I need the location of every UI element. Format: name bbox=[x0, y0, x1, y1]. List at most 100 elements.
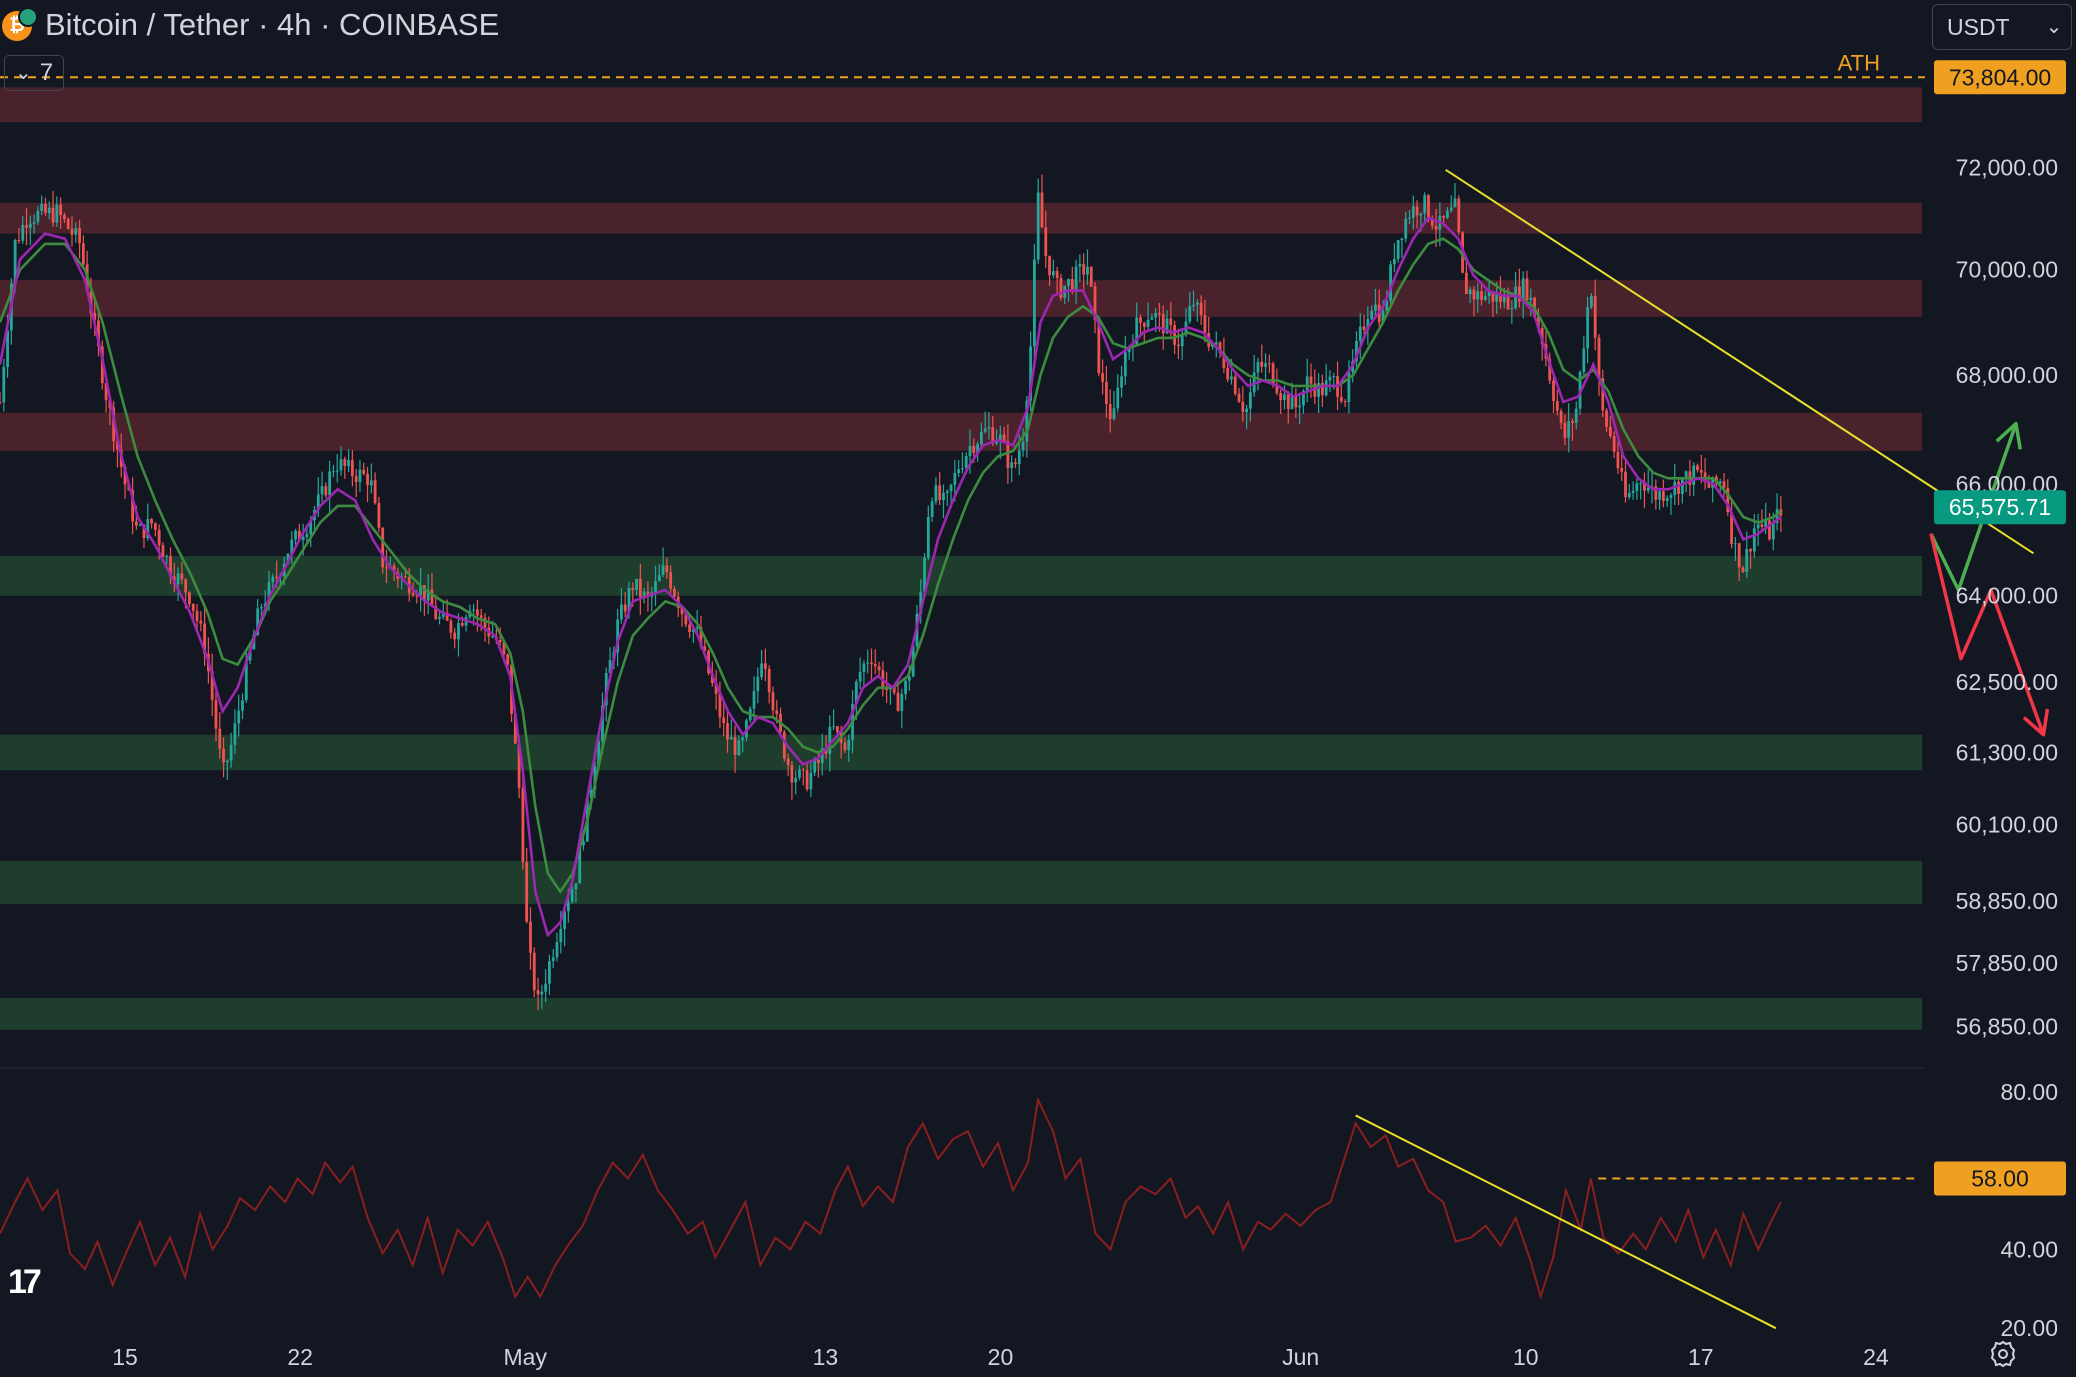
candle-body bbox=[775, 710, 779, 714]
candle-body bbox=[972, 445, 976, 454]
candle-body bbox=[377, 503, 381, 528]
candle-body bbox=[1366, 319, 1370, 331]
candle-body bbox=[983, 428, 987, 432]
bitcoin-icon[interactable]: ₿ bbox=[2, 7, 38, 41]
candle-body bbox=[786, 758, 790, 766]
candle-body bbox=[938, 485, 942, 501]
candle-body bbox=[548, 961, 551, 984]
candle-body bbox=[1733, 543, 1737, 545]
gear-icon[interactable] bbox=[1989, 1340, 2017, 1368]
candle-body bbox=[1010, 462, 1014, 469]
candle-body bbox=[1029, 346, 1033, 401]
candle-body bbox=[1290, 394, 1294, 410]
candle-body bbox=[862, 663, 866, 672]
candle-body bbox=[188, 592, 191, 604]
tradingview-logo-icon[interactable]: 17 bbox=[8, 1263, 42, 1301]
candle-body bbox=[782, 731, 786, 759]
candle-body bbox=[1169, 318, 1173, 326]
candle-body bbox=[1521, 278, 1525, 302]
candle-body bbox=[362, 469, 366, 474]
candle-body bbox=[691, 628, 695, 632]
candle-body bbox=[1593, 296, 1597, 338]
candle-body bbox=[1400, 238, 1404, 241]
candle-body bbox=[714, 683, 718, 694]
candle-body bbox=[1385, 300, 1389, 311]
candle-body bbox=[1328, 376, 1332, 381]
candle-body bbox=[1646, 487, 1650, 491]
candle-body bbox=[1135, 317, 1139, 345]
candle-body bbox=[1036, 192, 1040, 260]
time-axis-tick-label: 20 bbox=[988, 1344, 1014, 1370]
candle-body bbox=[1218, 342, 1222, 353]
candle-body bbox=[824, 748, 828, 754]
candle-body bbox=[657, 574, 661, 581]
candle-body bbox=[1567, 421, 1571, 438]
candle-body bbox=[1339, 396, 1343, 402]
candle-body bbox=[1525, 278, 1529, 301]
candle-body bbox=[199, 620, 203, 624]
candle-body bbox=[1722, 481, 1726, 488]
candle-body bbox=[892, 686, 896, 693]
candle-body bbox=[919, 591, 923, 614]
candle-body bbox=[1771, 522, 1775, 540]
candle-body bbox=[1214, 342, 1218, 345]
candle-body bbox=[328, 471, 332, 496]
candle-body bbox=[726, 723, 729, 740]
price-axis-tick-label: 64,000.00 bbox=[1956, 583, 2058, 609]
currency-select[interactable]: USDT ⌄ bbox=[1932, 4, 2072, 50]
candle-body bbox=[1510, 308, 1514, 310]
candle-body bbox=[1082, 264, 1086, 275]
candle-body bbox=[1146, 319, 1150, 327]
candle-body bbox=[1571, 421, 1574, 423]
candle-body bbox=[1423, 195, 1427, 214]
candle-body bbox=[195, 610, 199, 621]
candle-body bbox=[81, 243, 85, 265]
candle-body bbox=[445, 612, 449, 621]
symbol-title[interactable]: Bitcoin / Tether · 4h · COINBASE bbox=[45, 7, 500, 42]
candle-body bbox=[574, 883, 578, 890]
candle-body bbox=[835, 726, 839, 732]
candle-body bbox=[1195, 302, 1199, 305]
candle-body bbox=[40, 203, 44, 211]
current-price-label-background bbox=[1934, 490, 2066, 525]
candle-body bbox=[926, 516, 930, 558]
candle-body bbox=[112, 407, 116, 442]
candle-body bbox=[1051, 271, 1055, 276]
candle-body bbox=[620, 604, 623, 620]
candle-body bbox=[150, 518, 153, 524]
candle-body bbox=[25, 225, 28, 228]
price-axis-tick-label: 72,000.00 bbox=[1956, 154, 2058, 180]
candle-body bbox=[1343, 401, 1347, 403]
candle-body bbox=[1389, 264, 1392, 301]
candle-body bbox=[123, 466, 127, 485]
candle-body bbox=[949, 484, 953, 492]
candle-body bbox=[1286, 394, 1290, 410]
candle-body bbox=[771, 692, 775, 711]
candle-body bbox=[1464, 272, 1468, 295]
candle-body bbox=[763, 663, 767, 669]
candle-body bbox=[1093, 286, 1097, 320]
candle-body bbox=[203, 623, 207, 654]
price-axis-tick-label: 56,850.00 bbox=[1956, 1014, 2058, 1040]
candle-body bbox=[339, 459, 343, 471]
candle-body bbox=[1101, 373, 1105, 382]
candle-body bbox=[438, 616, 441, 619]
candle-body bbox=[907, 676, 911, 681]
candle-body bbox=[1483, 296, 1487, 301]
ath-price-label: 73,804.00 bbox=[1949, 64, 2051, 90]
candle-body bbox=[6, 330, 9, 368]
candle-body bbox=[343, 459, 347, 466]
candle-body bbox=[347, 460, 350, 466]
candle-body bbox=[733, 737, 737, 756]
candle-body bbox=[555, 942, 559, 958]
candle-body bbox=[1158, 313, 1161, 315]
candle-body bbox=[248, 649, 252, 661]
candle-body bbox=[97, 320, 100, 347]
candle-body bbox=[513, 713, 517, 744]
candle-body bbox=[1737, 543, 1741, 568]
current-price-label: 65,575.71 bbox=[1949, 494, 2051, 520]
candle-body bbox=[157, 529, 161, 546]
indicators-toggle-button[interactable]: ⌄ 7 bbox=[4, 55, 64, 91]
candle-body bbox=[589, 789, 593, 799]
